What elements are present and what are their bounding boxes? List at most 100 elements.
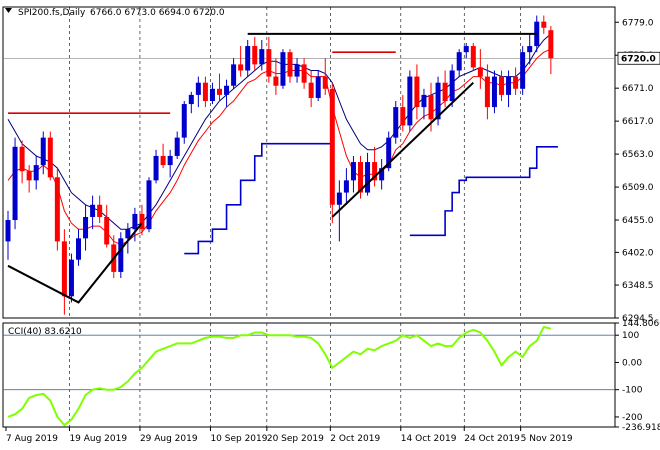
candle-down — [47, 137, 53, 178]
candle-up — [259, 49, 265, 65]
candle-up — [188, 94, 194, 105]
candle-up — [393, 107, 399, 138]
candle-down — [26, 171, 32, 181]
candle-up — [167, 155, 173, 166]
time-tick-label: 5 Nov 2019 — [521, 434, 573, 444]
candle-up — [520, 52, 526, 89]
candle-down — [217, 88, 222, 95]
candle-down — [358, 162, 363, 193]
symbol-label: SPI200.fs,Daily — [18, 8, 86, 18]
candle-up — [245, 46, 251, 71]
time-tick-label: 7 Aug 2019 — [6, 434, 58, 444]
fast-ma-line — [7, 48, 552, 245]
candle-up — [153, 155, 159, 181]
candle-down — [252, 46, 258, 65]
candle-up — [174, 137, 180, 156]
support-lines — [184, 142, 558, 255]
candle-up — [181, 104, 187, 138]
candle-down — [301, 64, 307, 83]
candle-up — [365, 162, 371, 193]
candle-down — [273, 76, 279, 86]
candle-up — [449, 70, 455, 102]
candle-down — [484, 76, 490, 108]
candle-down — [548, 30, 554, 59]
candle-down — [477, 67, 483, 77]
candle-up — [125, 229, 131, 239]
candle-down — [54, 177, 60, 242]
candle-up — [379, 168, 385, 181]
trendlines — [7, 32, 537, 304]
candle-down — [442, 82, 448, 102]
candle-down — [322, 76, 328, 89]
cci-indicator — [3, 325, 615, 427]
cci-tick-label: -236.9184 — [622, 423, 660, 433]
time-tick-label: 19 Aug 2019 — [69, 434, 127, 444]
price-tick-label: 6348.5 — [622, 281, 654, 291]
candle-up — [76, 238, 81, 260]
price-tick-label: 6779.0 — [622, 18, 654, 28]
candle-down — [139, 213, 145, 230]
price-tick-label: 6563.0 — [622, 150, 654, 160]
candle-up — [386, 137, 392, 169]
candle-down — [61, 241, 67, 297]
candle-up — [315, 76, 321, 98]
cci-tick-label: 0.00 — [622, 358, 642, 368]
trendline — [331, 81, 474, 218]
cci-tick-label: 144.8066 — [622, 319, 660, 329]
candle-up — [456, 52, 462, 71]
candle-down — [160, 155, 166, 166]
price-axis: 6779.06725.06671.06617.06563.06509.06455… — [615, 18, 660, 324]
candle-down — [329, 88, 335, 205]
main-panel-frame — [2, 6, 616, 319]
candle-down — [266, 49, 272, 77]
candle-down — [19, 146, 25, 172]
candle-up — [280, 52, 286, 86]
candle-down — [499, 76, 504, 95]
time-tick-label: 2 Oct 2019 — [330, 434, 380, 444]
candle-down — [414, 76, 420, 108]
candle-up — [294, 64, 300, 77]
cci-line — [7, 325, 552, 427]
price-tick-label: 6402.0 — [622, 248, 654, 258]
candle-up — [132, 213, 138, 230]
candle-down — [513, 76, 519, 89]
candle-down — [470, 46, 476, 68]
resistance-lines — [8, 51, 396, 115]
candle-up — [527, 46, 533, 53]
candle-up — [506, 76, 512, 95]
candle-up — [5, 220, 11, 242]
candle-up — [118, 238, 124, 272]
candle-down — [97, 204, 103, 217]
support-step-line — [184, 142, 333, 255]
time-tick-label: 10 Sep 2019 — [210, 434, 267, 444]
candle-up — [407, 76, 413, 126]
time-tick-label: 20 Sep 2019 — [267, 434, 324, 444]
candle-up — [83, 216, 89, 239]
candle-down — [287, 52, 293, 77]
time-axis: 7 Aug 2019 19 Aug 2019 29 Aug 2019 10 Sep 2… — [5, 427, 573, 444]
cci-panel-frame — [2, 322, 616, 428]
cci-tick-label: -200 — [622, 413, 643, 423]
candle-down — [202, 82, 208, 102]
symbol-triangle-icon — [5, 8, 12, 13]
time-tick-label: 24 Oct 2019 — [464, 434, 520, 444]
candle-up — [40, 137, 46, 166]
candle-up — [491, 76, 497, 108]
candle-down — [541, 21, 547, 28]
candle-down — [372, 162, 378, 181]
candle-down — [104, 216, 110, 245]
price-tick-label: 6671.0 — [622, 84, 654, 94]
candle-down — [428, 94, 434, 120]
candle-up — [231, 64, 237, 86]
support-step-line — [409, 145, 558, 237]
price-tick-label: 6509.0 — [622, 183, 654, 193]
candle-down — [238, 64, 244, 71]
time-tick-label: 29 Aug 2019 — [140, 434, 198, 444]
trendline — [7, 222, 143, 304]
candle-up — [435, 82, 441, 120]
candle-up — [224, 85, 230, 95]
cci-axis: 144.8066 100 0.00 -100 -200-236.9184 — [615, 319, 660, 433]
candle-down — [308, 82, 314, 98]
time-tick-label: 14 Oct 2019 — [401, 434, 457, 444]
